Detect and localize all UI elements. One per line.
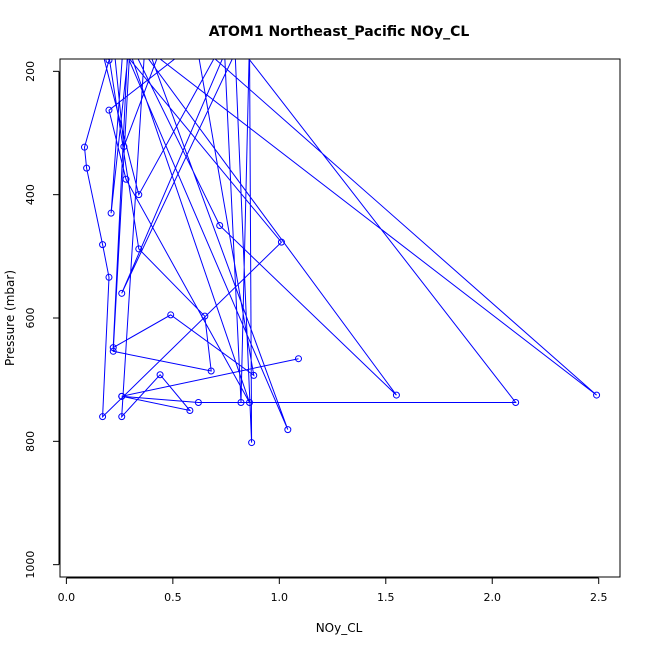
- data-point: [127, 31, 133, 37]
- data-point: [156, 371, 164, 379]
- data-point: [107, 209, 115, 217]
- data-point: [121, 31, 127, 37]
- data-point: [105, 273, 113, 281]
- data-point: [118, 289, 126, 297]
- data-point: [186, 407, 194, 414]
- data-point: [123, 31, 129, 37]
- data-point: [216, 222, 224, 229]
- data-point: [106, 59, 112, 61]
- y-tick-label: 200: [24, 61, 37, 82]
- data-point: [168, 19, 174, 25]
- data-point: [248, 439, 256, 447]
- y-tick-label: 1000: [24, 551, 37, 579]
- data-point: [195, 38, 201, 44]
- x-tick-label: 2.0: [483, 591, 501, 604]
- data-point: [187, 28, 193, 34]
- data-point: [201, 312, 209, 320]
- data-point: [118, 413, 126, 421]
- y-tick-label: 600: [24, 308, 37, 329]
- data-point: [194, 398, 202, 406]
- data-point: [122, 175, 130, 183]
- data-point: [207, 367, 215, 375]
- data-point: [112, 25, 118, 31]
- data-point: [167, 311, 175, 319]
- data-point: [142, 38, 148, 44]
- data-point: [109, 347, 117, 355]
- series-layer: [80, 19, 601, 447]
- data-point: [80, 143, 88, 151]
- data-point: [246, 398, 254, 406]
- data-point: [277, 238, 285, 246]
- plot-area: [59, 19, 621, 578]
- data-point: [294, 355, 302, 363]
- data-point: [99, 413, 107, 421]
- data-point: [193, 39, 199, 45]
- y-axis: 200 400 600 800 1000: [24, 61, 60, 579]
- data-point: [109, 344, 117, 352]
- data-point: [127, 38, 133, 44]
- x-tick-label: 0.0: [58, 591, 76, 604]
- data-point: [120, 143, 128, 151]
- data-point: [100, 50, 106, 56]
- data-point: [135, 245, 143, 253]
- data-point: [118, 392, 126, 400]
- data-point: [105, 106, 113, 114]
- data-point: [105, 59, 113, 64]
- series-line: [83, 59, 597, 443]
- data-point: [110, 36, 116, 42]
- data-point: [135, 191, 143, 199]
- x-axis: 0.0 0.5 1.0 1.5 2.0 2.5: [58, 577, 608, 604]
- data-point: [83, 164, 91, 172]
- data-point: [593, 391, 601, 399]
- data-point: [237, 398, 245, 406]
- data-point: [99, 241, 107, 249]
- x-tick-label: 2.5: [590, 591, 608, 604]
- y-tick-label: 800: [24, 431, 37, 452]
- data-point: [392, 391, 400, 399]
- x-tick-label: 1.5: [377, 591, 395, 604]
- plot-frame: [59, 58, 621, 578]
- y-axis-label: Pressure (mbar): [3, 270, 17, 366]
- x-axis-label: NOy_CL: [316, 621, 363, 635]
- data-point: [284, 426, 292, 434]
- data-point: [250, 371, 258, 379]
- chart-title: ATOM1 Northeast_Pacific NOy_CL: [209, 24, 470, 40]
- data-point: [512, 398, 520, 406]
- data-point: [125, 38, 131, 44]
- y-tick-label: 400: [24, 184, 37, 205]
- x-tick-label: 0.5: [164, 591, 182, 604]
- data-point: [125, 31, 131, 37]
- x-tick-label: 1.0: [271, 591, 289, 604]
